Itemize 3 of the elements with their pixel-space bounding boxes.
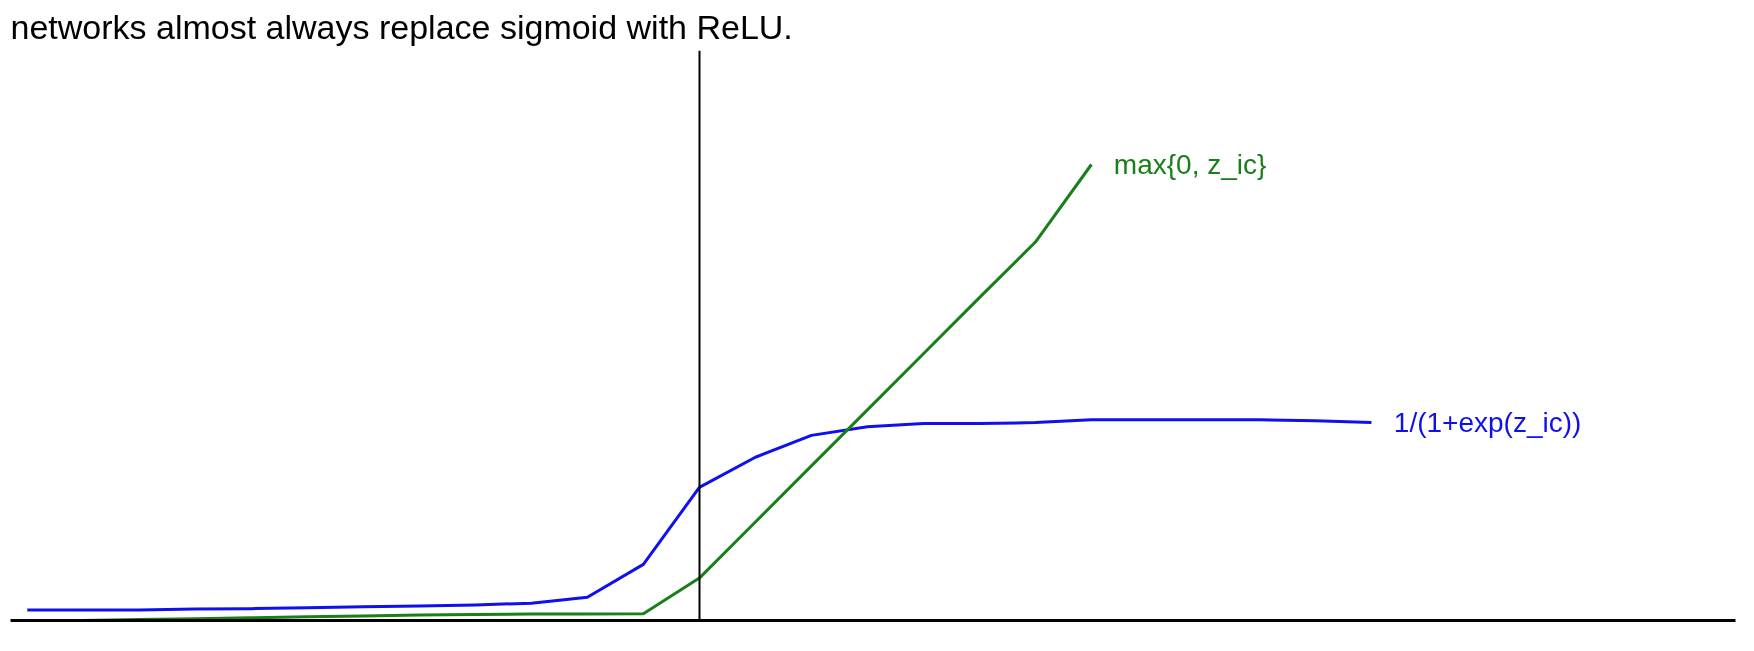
chart-title: networks almost always replace sigmoid with ReLU. xyxy=(10,7,793,46)
series-label: 1/(1+exp(z_ic)) xyxy=(1393,407,1582,439)
series-label: max{0, z_ic} xyxy=(1113,149,1267,180)
